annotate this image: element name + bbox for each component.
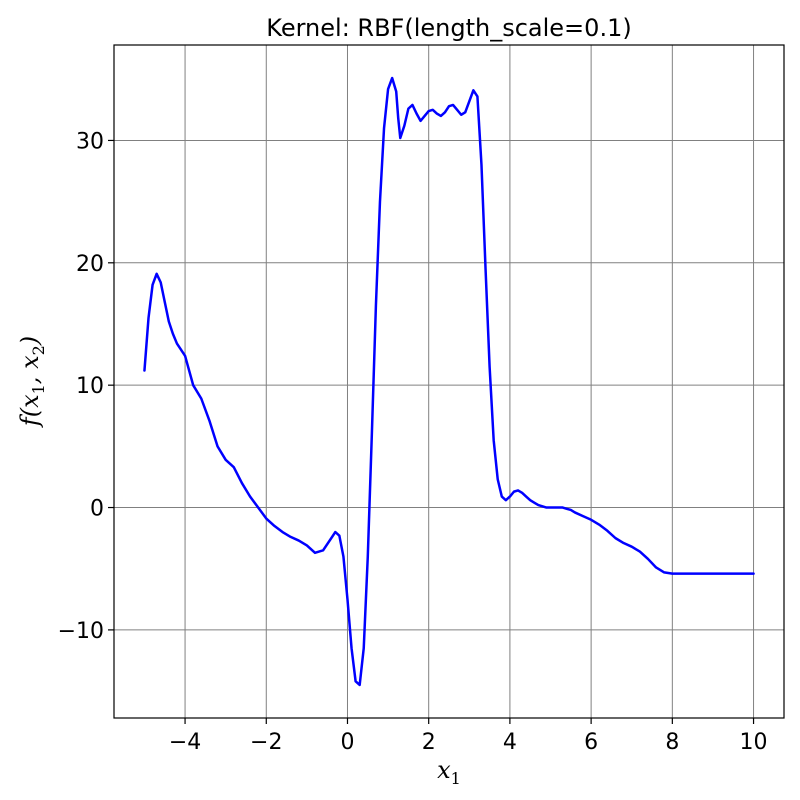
x-axis-label: x1	[437, 756, 461, 788]
x-tick-label: 2	[422, 730, 436, 755]
y-axis-label-s2: 2	[29, 345, 48, 355]
y-tick-label: 0	[90, 497, 104, 522]
chart-title: Kernel: RBF(length_scale=0.1)	[266, 14, 631, 42]
y-tick-label: −10	[58, 619, 104, 644]
y-axis-label-x2: x	[16, 355, 44, 369]
gridlines	[114, 45, 784, 718]
x-tick-label: 0	[340, 730, 354, 755]
x-tick-label: 10	[740, 730, 768, 755]
x-tick-label: −4	[169, 730, 201, 755]
x-tick-label: −2	[250, 730, 282, 755]
x-ticks: −4 −2 0 2 4 6 8 10	[169, 718, 768, 755]
y-ticks: −10 0 10 20 30	[58, 129, 114, 644]
y-tick-label: 10	[76, 374, 104, 399]
y-axis-label-x1: x	[16, 394, 44, 408]
y-tick-label: 20	[76, 252, 104, 277]
x-axis-label-main: x	[437, 756, 451, 784]
y-tick-label: 30	[76, 129, 104, 154]
series-group	[143, 76, 755, 687]
series-line	[143, 76, 755, 687]
y-axis-label: f(x1, x2)	[16, 336, 48, 428]
y-axis-label-s1: 1	[29, 384, 48, 394]
x-tick-label: 4	[503, 730, 517, 755]
x-axis-label-sub: 1	[451, 769, 461, 788]
plot-frame	[113, 44, 785, 719]
x-tick-label: 6	[584, 730, 598, 755]
x-tick-label: 8	[665, 730, 679, 755]
